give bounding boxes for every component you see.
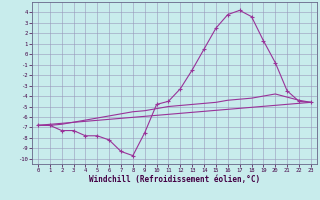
X-axis label: Windchill (Refroidissement éolien,°C): Windchill (Refroidissement éolien,°C)	[89, 175, 260, 184]
